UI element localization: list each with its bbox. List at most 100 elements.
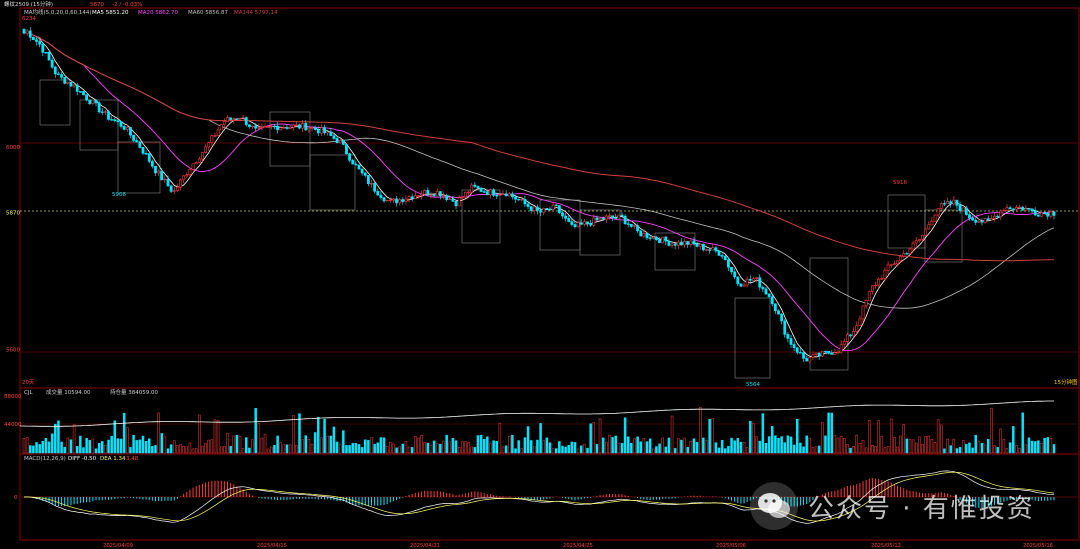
vol-tick-label: 44000 — [4, 422, 22, 428]
candle-body — [448, 198, 452, 201]
volume-bar — [698, 407, 702, 454]
candle-body — [561, 212, 564, 217]
candle-body — [542, 208, 546, 213]
candle-body — [795, 347, 799, 353]
volume-bar — [680, 439, 683, 454]
candle-body — [1018, 206, 1021, 209]
volume-bar — [160, 433, 164, 454]
candle-body — [373, 183, 377, 192]
candle-body — [899, 256, 902, 262]
macd-tick-label: 0 — [14, 495, 18, 501]
candle-body — [25, 30, 29, 34]
candle-body — [492, 189, 496, 196]
candle-body — [911, 242, 915, 250]
candle-body — [1024, 208, 1028, 211]
volume-bar — [354, 442, 358, 454]
volume-bar — [821, 422, 824, 454]
candle-body — [946, 201, 949, 205]
volume-bar — [1015, 445, 1018, 454]
volume-bar — [511, 434, 514, 454]
volume-bar — [786, 435, 790, 454]
candle-body — [551, 204, 555, 210]
volume-bar — [72, 424, 76, 454]
candle-body — [442, 195, 445, 197]
candle-body — [1015, 207, 1018, 210]
volume-bar — [1043, 438, 1046, 454]
candle-body — [251, 125, 254, 128]
volume-bar — [1018, 447, 1021, 454]
volume-bar — [755, 436, 758, 454]
volume-bar — [896, 446, 899, 454]
candle-body — [714, 247, 718, 252]
volume-bar — [476, 435, 480, 454]
volume-bar — [573, 442, 577, 454]
candle-body — [567, 218, 571, 222]
candlesticks — [22, 27, 1056, 364]
volume-bar — [836, 437, 840, 454]
ma20-legend: MA20 5862.70 — [138, 10, 178, 16]
y-tick-label: 5600 — [6, 348, 20, 354]
volume-bar — [223, 446, 226, 454]
volume-bar — [620, 442, 624, 454]
candle-body — [908, 248, 912, 255]
volume-bar — [833, 434, 837, 454]
volume-bar — [642, 438, 646, 454]
candle-body — [326, 131, 330, 134]
volume-bar — [138, 439, 142, 454]
candle-body — [435, 191, 439, 197]
volume-bar — [338, 444, 342, 454]
candle-body — [968, 214, 971, 219]
candle-body — [53, 66, 57, 75]
candle-body — [933, 214, 937, 222]
macd-legend-name: MACD(12,26,9) — [24, 456, 66, 462]
candle-body — [1002, 209, 1006, 212]
volume-bar — [717, 447, 721, 454]
candle-body — [185, 174, 189, 177]
x-tick-label: 2025/04/09 — [103, 543, 133, 549]
volume-bar — [176, 445, 179, 454]
candle-body — [495, 195, 499, 197]
candle-body — [980, 220, 984, 223]
candle-body — [60, 74, 63, 78]
volume-bars — [20, 400, 1056, 454]
volume-bar — [126, 427, 129, 454]
volume-bar — [711, 418, 715, 454]
volume-bar — [517, 440, 520, 454]
volume-bar — [780, 436, 783, 454]
candle-body — [1011, 208, 1015, 211]
candle-body — [517, 198, 521, 201]
candle-body — [260, 126, 264, 128]
candle-body — [608, 215, 611, 217]
volume-bar — [990, 407, 993, 454]
volume-bar — [965, 443, 968, 454]
volume-bar — [376, 442, 380, 454]
volume-bar — [69, 439, 73, 454]
candle-body — [921, 234, 924, 240]
candle-body — [1033, 210, 1037, 216]
candle-body — [75, 84, 79, 92]
x-tick-label: 2025/05/12 — [871, 543, 901, 549]
x-axis-labels: 2025/04/09 2025/04/15 2025/04/21 2025/04/25… — [103, 543, 1053, 549]
volume-bar — [871, 445, 874, 454]
candle-body — [207, 142, 211, 148]
volume-bar — [348, 445, 351, 454]
volume-bar — [877, 420, 880, 454]
candle-body — [169, 185, 173, 192]
candle-body — [226, 117, 229, 122]
candle-body — [72, 84, 76, 87]
volume-bar — [461, 441, 464, 454]
volume-bar — [423, 442, 426, 454]
volume-bar — [724, 448, 727, 454]
volume-bar — [129, 447, 132, 454]
candle-body — [510, 193, 514, 198]
volume-bar — [235, 434, 239, 454]
candle-body — [176, 186, 179, 191]
low1-annotation: 5908 — [112, 192, 126, 198]
volume-bar — [426, 442, 430, 454]
candle-body — [820, 350, 824, 357]
candle-body — [119, 121, 123, 127]
candle-body — [294, 124, 298, 126]
candle-body — [943, 203, 946, 205]
volume-bar — [185, 446, 189, 454]
candle-body — [570, 221, 574, 225]
